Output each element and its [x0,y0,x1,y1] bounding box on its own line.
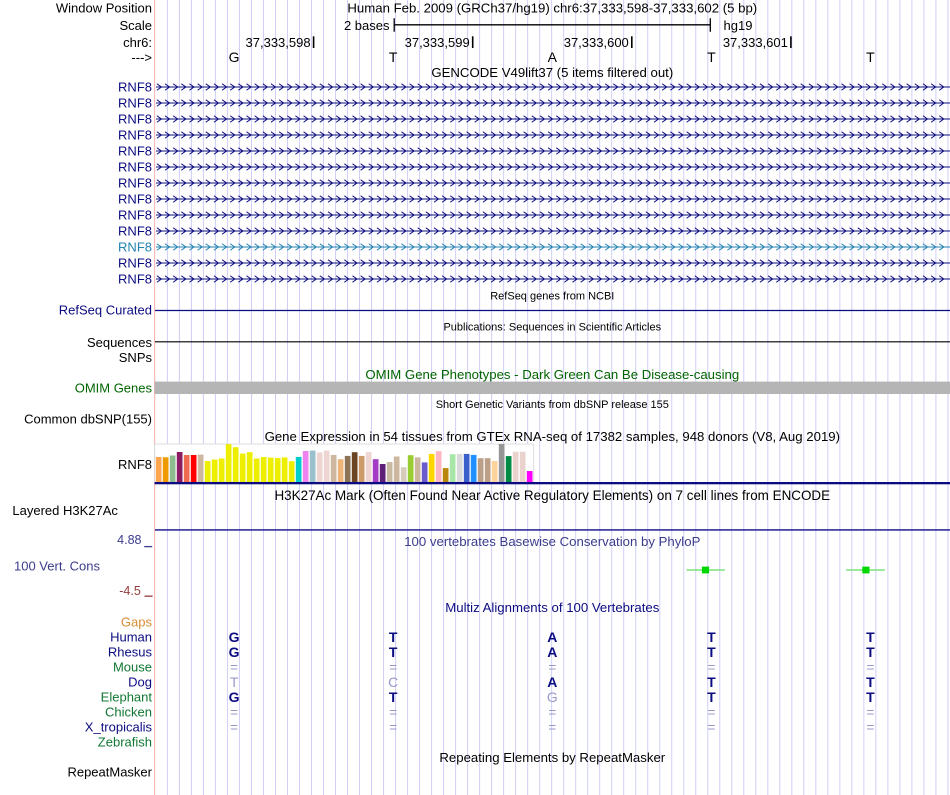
svg-text:T: T [866,689,875,705]
svg-text:=: = [866,705,874,720]
svg-text:Mouse: Mouse [113,660,152,675]
svg-text:A: A [547,629,557,645]
svg-text:=: = [389,705,397,720]
svg-text:RNF8: RNF8 [118,208,152,223]
svg-text:=: = [548,660,556,675]
svg-text:RNF8: RNF8 [118,128,152,143]
svg-text:G: G [229,644,240,660]
svg-text:T: T [707,689,716,705]
svg-text:Scale: Scale [119,18,152,33]
svg-text:Rhesus: Rhesus [108,645,153,660]
svg-text:Multiz Alignments of 100 Verte: Multiz Alignments of 100 Vertebrates [445,600,659,615]
svg-text:Repeating Elements by RepeatMa: Repeating Elements by RepeatMasker [439,750,665,765]
svg-text:100 vertebrates Basewise Conse: 100 vertebrates Basewise Conservation by… [404,534,700,549]
svg-text:T: T [866,49,875,65]
svg-text:Zebrafish: Zebrafish [98,735,152,750]
svg-text:Window Position: Window Position [56,0,152,15]
svg-text:C: C [388,674,398,690]
svg-text:RefSeq Curated: RefSeq Curated [59,303,152,318]
svg-text:G: G [229,49,240,65]
svg-text:Gaps: Gaps [121,615,153,630]
svg-text:Human: Human [110,630,152,645]
svg-text:=: = [866,720,874,735]
svg-text:Chicken: Chicken [105,705,152,720]
svg-text:Common dbSNP(155): Common dbSNP(155) [24,412,152,427]
svg-text:A: A [547,644,557,660]
svg-text:RefSeq genes from NCBI: RefSeq genes from NCBI [490,291,614,303]
svg-text:T: T [389,629,398,645]
svg-text:A: A [548,49,558,65]
svg-text:H3K27Ac Mark (Often Found Near: H3K27Ac Mark (Often Found Near Active Re… [274,488,830,503]
svg-text:A: A [547,674,557,690]
svg-text:RNF8: RNF8 [118,192,152,207]
svg-text:G: G [547,689,558,705]
svg-text:GENCODE V49lift37 (5 items fil: GENCODE V49lift37 (5 items filtered out) [431,65,673,80]
svg-text:=: = [548,705,556,720]
svg-text:4.88: 4.88 [117,533,141,547]
svg-text:T: T [866,629,875,645]
svg-text:RNF8: RNF8 [118,224,152,239]
svg-text:RNF8: RNF8 [118,112,152,127]
svg-text:T: T [866,644,875,660]
svg-text:37,333,600: 37,333,600 [564,35,629,50]
svg-text:37,333,599: 37,333,599 [405,35,470,50]
svg-text:Gene Expression in 54 tissues: Gene Expression in 54 tissues from GTEx … [265,429,840,444]
svg-text:=: = [548,720,556,735]
svg-text:G: G [229,689,240,705]
svg-text:OMIM Gene Phenotypes - Dark Gr: OMIM Gene Phenotypes - Dark Green Can Be… [365,367,739,382]
svg-text:RNF8: RNF8 [118,272,152,287]
svg-text:=: = [230,705,238,720]
svg-text:Layered H3K27Ac: Layered H3K27Ac [12,503,118,518]
svg-text:RNF8: RNF8 [118,240,152,255]
svg-text:T: T [707,629,716,645]
svg-text:RepeatMasker: RepeatMasker [67,765,152,780]
svg-text:Short Genetic Variants from db: Short Genetic Variants from dbSNP releas… [436,399,669,411]
svg-text:OMIM Genes: OMIM Genes [75,381,153,396]
svg-text:SNPs: SNPs [119,350,153,365]
svg-text:=: = [389,660,397,675]
svg-text:100 Vert. Cons: 100 Vert. Cons [14,558,100,573]
svg-text:RNF8: RNF8 [118,144,152,159]
svg-text:RNF8: RNF8 [118,80,152,95]
svg-text:=: = [707,660,715,675]
svg-text:RNF8: RNF8 [118,176,152,191]
svg-text:37,333,598: 37,333,598 [246,35,311,50]
svg-text:T: T [389,689,398,705]
svg-text:T: T [707,644,716,660]
svg-text:T: T [389,49,398,65]
svg-text:=: = [389,720,397,735]
svg-text:RNF8: RNF8 [118,256,152,271]
svg-text:=: = [707,720,715,735]
svg-text:--->: ---> [131,50,152,65]
svg-text:T: T [707,674,716,690]
svg-text:RNF8: RNF8 [118,160,152,175]
svg-text:Dog: Dog [128,675,152,690]
svg-text:Sequences: Sequences [87,335,153,350]
svg-text:chr6:: chr6: [123,35,152,50]
svg-text:37,333,601: 37,333,601 [723,35,788,50]
svg-text:RNF8: RNF8 [118,457,152,472]
svg-text:RNF8: RNF8 [118,96,152,111]
svg-text:T: T [230,674,239,690]
svg-text:2 bases: 2 bases [344,18,390,33]
svg-text:T: T [707,49,716,65]
svg-text:T: T [866,674,875,690]
svg-text:Publications: Sequences in Sci: Publications: Sequences in Scientific Ar… [443,322,661,334]
svg-text:=: = [230,660,238,675]
svg-text:hg19: hg19 [724,18,753,33]
svg-text:Human Feb. 2009 (GRCh37/hg19): Human Feb. 2009 (GRCh37/hg19) chr6:37,33… [347,0,757,15]
svg-text:=: = [707,705,715,720]
svg-text:=: = [866,660,874,675]
svg-text:G: G [229,629,240,645]
svg-text:-4.5: -4.5 [119,584,141,598]
svg-text:X_tropicalis: X_tropicalis [85,720,153,735]
svg-text:T: T [389,644,398,660]
svg-text:Elephant: Elephant [101,690,153,705]
svg-text:=: = [230,720,238,735]
